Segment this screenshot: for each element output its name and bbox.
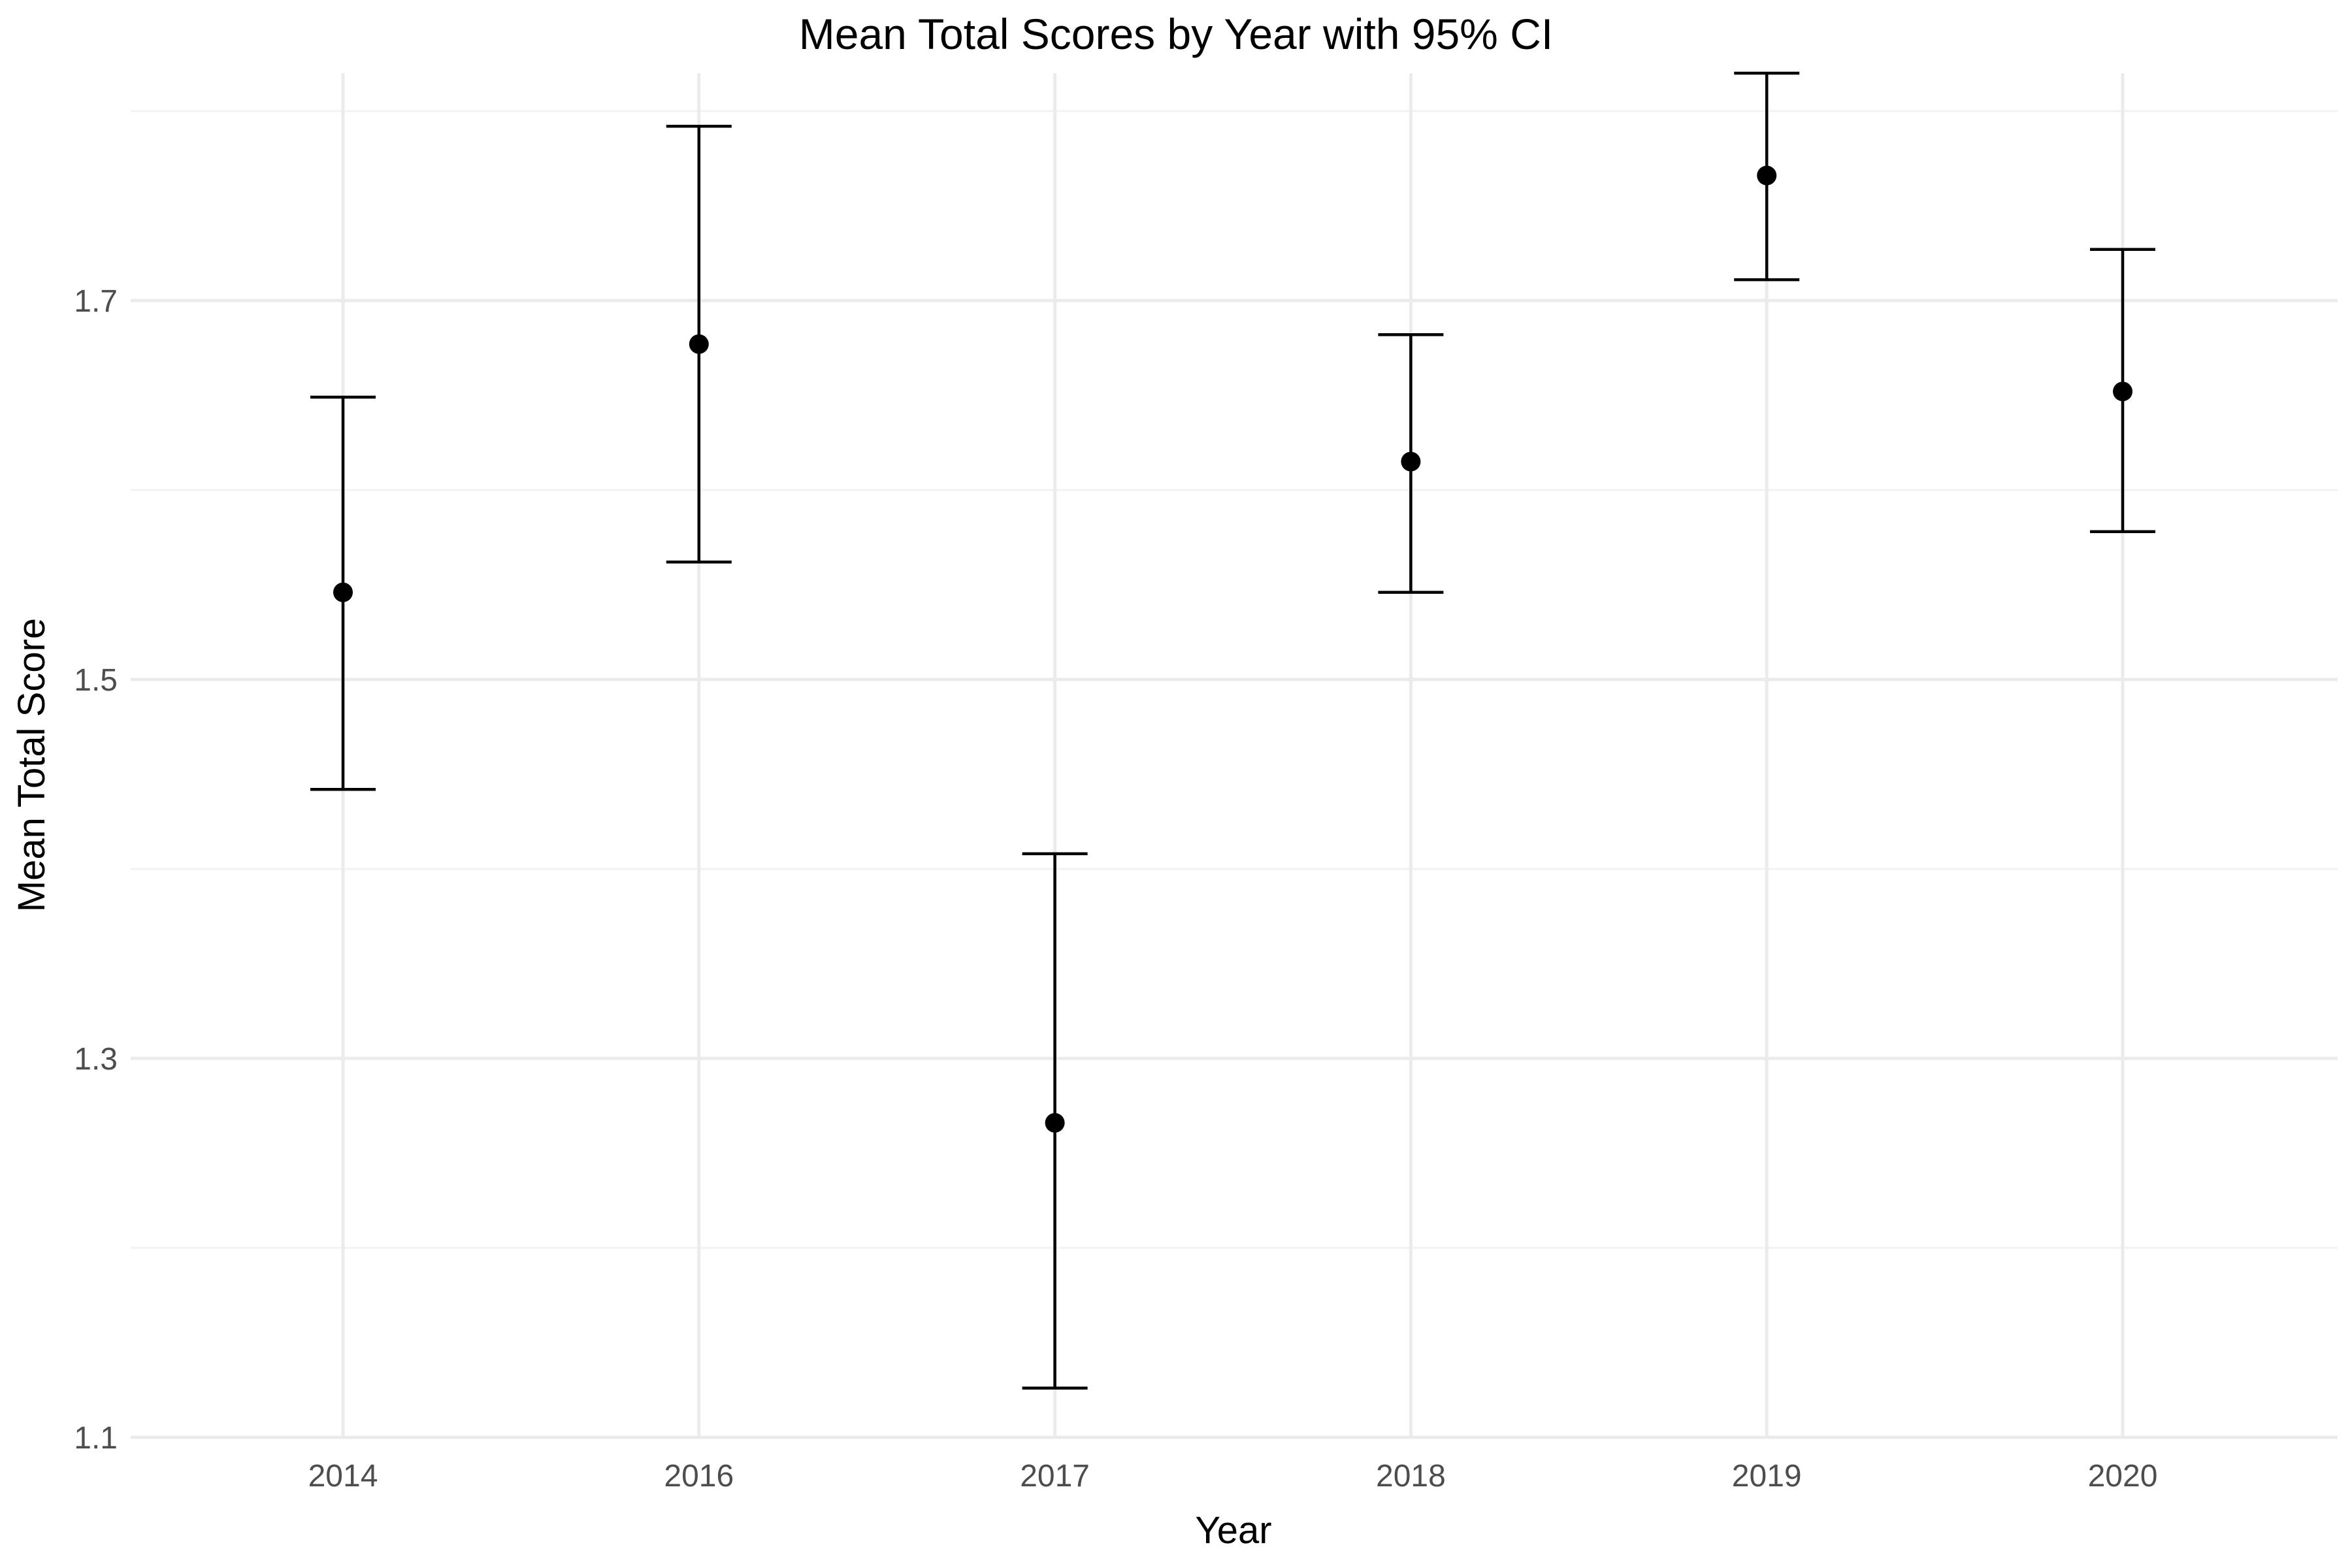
mean-point: [689, 334, 709, 354]
mean-points: [333, 165, 2132, 1133]
x-tick-label: 2020: [2088, 1459, 2158, 1494]
y-tick-label: 1.3: [74, 1042, 118, 1077]
x-tick-label: 2017: [1020, 1459, 1090, 1494]
y-tick-label: 1.1: [74, 1421, 118, 1456]
x-axis-title: Year: [1195, 1509, 1271, 1552]
mean-point: [333, 582, 353, 602]
chart-title: Mean Total Scores by Year with 95% CI: [799, 10, 1553, 58]
y-tick-label: 1.7: [74, 284, 118, 319]
x-tick-labels: 2014 2016 2017 2018 2019 2020: [308, 1459, 2158, 1494]
grid-lines: [131, 73, 2338, 1439]
x-tick-label: 2019: [1732, 1459, 1802, 1494]
y-tick-labels: 1.1 1.3 1.5 1.7: [74, 284, 118, 1456]
error-bars: [310, 71, 2155, 1390]
y-tick-label: 1.5: [74, 663, 118, 698]
mean-point: [2113, 382, 2132, 402]
mean-point: [1045, 1113, 1065, 1133]
x-tick-label: 2016: [664, 1459, 734, 1494]
x-tick-label: 2018: [1376, 1459, 1446, 1494]
mean-point: [1401, 451, 1421, 472]
mean-point: [1757, 165, 1777, 186]
y-axis-title: Mean Total Score: [10, 618, 53, 912]
x-tick-label: 2014: [308, 1459, 378, 1494]
